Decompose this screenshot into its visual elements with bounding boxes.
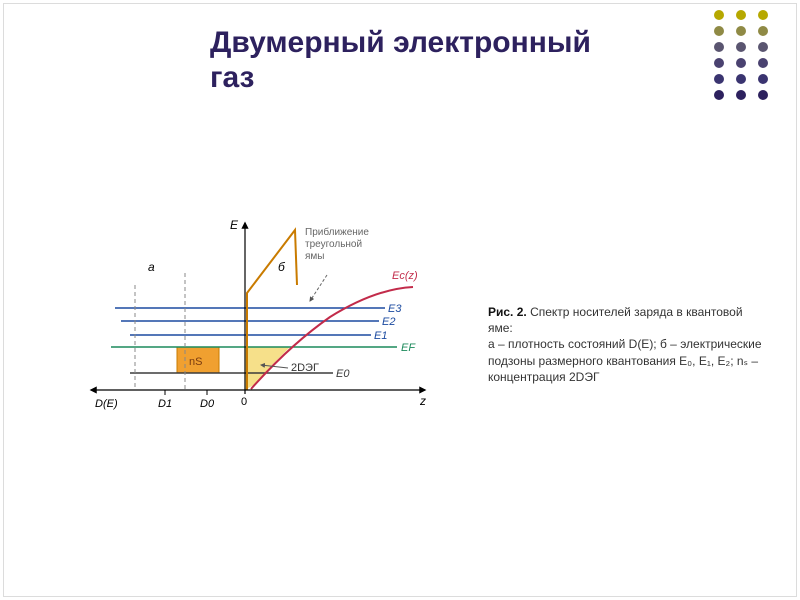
- level-label-EF: EF: [401, 342, 416, 354]
- decor-dot: [714, 10, 724, 20]
- level-label-E3: E3: [388, 303, 402, 315]
- x-axis-label: z: [419, 394, 426, 408]
- panel-a-label: а: [148, 260, 155, 274]
- diagram-2deg: nS E3E2 E1 EF E0 Ec(z) Ez а б Приближениетреуголь…: [85, 215, 455, 435]
- caption-line1: Спектр носителей заряда в квантовой яме:: [488, 305, 743, 335]
- y-axis-label: E: [230, 218, 239, 232]
- label-D0: D0: [200, 398, 215, 410]
- tri-approx-arrow: [310, 275, 327, 301]
- 2deg-label: 2DЭГ: [291, 362, 319, 374]
- decor-dot: [758, 10, 768, 20]
- level-label-E0: E0: [336, 368, 350, 380]
- decor-dot: [714, 42, 724, 52]
- decor-dot: [736, 90, 746, 100]
- label-D1: D1: [158, 398, 172, 410]
- decor-dot: [758, 26, 768, 36]
- panel-b-label: б: [278, 260, 286, 274]
- label-DE: D(E): [95, 398, 118, 410]
- decor-dot: [736, 74, 746, 84]
- caption-lead: Рис. 2.: [488, 305, 527, 319]
- level-label-E1: E1: [374, 330, 387, 342]
- decor-dot: [714, 26, 724, 36]
- decor-dot: [758, 42, 768, 52]
- ns-label: nS: [189, 356, 202, 368]
- decor-dot: [714, 90, 724, 100]
- 2deg-region: [245, 347, 290, 390]
- decor-dot: [758, 58, 768, 68]
- level-label-E2: E2: [382, 316, 395, 328]
- figure-caption: Рис. 2. Спектр носителей заряда в кванто…: [488, 304, 763, 385]
- decor-dot: [736, 26, 746, 36]
- decor-dot: [714, 74, 724, 84]
- decor-dot: [736, 58, 746, 68]
- decor-dot: [736, 10, 746, 20]
- caption-line4: концентрация 2DЭГ: [488, 370, 599, 384]
- caption-line3: подзоны размерного квантования E₀, E₁, E…: [488, 354, 758, 368]
- tri-approx-label1: Приближение: [305, 226, 369, 238]
- decorative-dots: [714, 10, 768, 100]
- page-title: Двумерный электронный газ: [210, 26, 630, 95]
- decor-dot: [714, 58, 724, 68]
- decor-dot: [758, 90, 768, 100]
- decor-dot: [736, 42, 746, 52]
- ec-label: Ec(z): [392, 270, 418, 282]
- decor-dot: [758, 74, 768, 84]
- tri-approx-label2: треугольной: [305, 239, 362, 250]
- label-zero: 0: [241, 396, 247, 408]
- tri-approx-label3: ямы: [305, 251, 324, 262]
- caption-line2: а – плотность состояний D(E); б – электр…: [488, 337, 762, 351]
